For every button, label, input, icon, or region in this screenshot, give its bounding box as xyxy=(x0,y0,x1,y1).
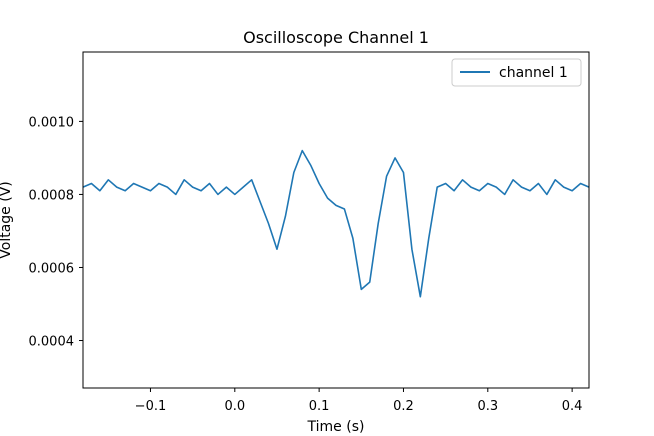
x-axis-label: Time (s) xyxy=(307,419,365,435)
y-axis-label: Voltage (V) xyxy=(0,181,14,258)
y-tick-label: 0.0010 xyxy=(29,115,75,130)
x-axis: −0.1 0.0 0.1 0.2 0.3 0.4 xyxy=(135,388,583,414)
plot-frame xyxy=(82,51,590,389)
y-tick-label: 0.0004 xyxy=(29,335,75,350)
x-tick-label: 0.0 xyxy=(224,399,245,414)
x-tick-label: −0.1 xyxy=(135,399,167,414)
legend: channel 1 xyxy=(451,58,582,87)
y-tick-label: 0.0008 xyxy=(29,188,75,203)
series-line-0 xyxy=(82,149,590,298)
y-axis: 0.0004 0.0006 0.0008 0.0010 xyxy=(29,115,83,350)
x-tick-label: 0.1 xyxy=(309,399,330,414)
x-tick-label: 0.2 xyxy=(393,399,414,414)
y-tick-label: 0.0006 xyxy=(29,261,75,276)
chart-title: Oscilloscope Channel 1 xyxy=(243,28,429,47)
plot-area xyxy=(82,149,590,298)
legend-entry: channel 1 xyxy=(499,65,568,81)
x-tick-label: 0.4 xyxy=(562,399,583,414)
legend-box xyxy=(451,58,582,87)
x-tick-label: 0.3 xyxy=(477,399,498,414)
